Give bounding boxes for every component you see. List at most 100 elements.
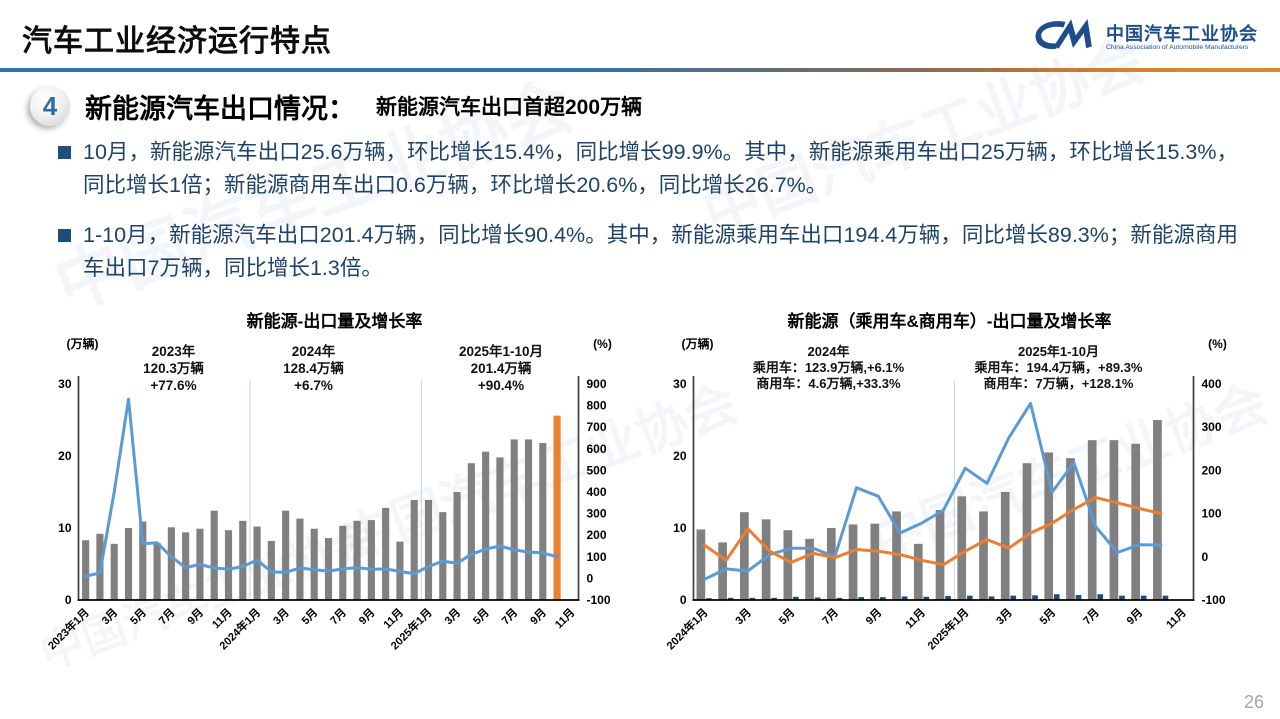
bullet-item: 10月，新能源汽车出口25.6万辆，环比增长15.4%，同比增长99.9%。其中… — [58, 136, 1238, 203]
svg-text:2023年1月: 2023年1月 — [45, 605, 92, 652]
charts-row: 新能源-出口量及增长率 0 10 20 30 -100 0 100 200 300 400 500 6… — [0, 301, 1280, 652]
org-logo: 中国汽车工业协会 China Association of Automobile… — [1034, 18, 1258, 59]
svg-text:500: 500 — [587, 464, 607, 478]
svg-text:0: 0 — [65, 593, 72, 607]
chart-canvas: 0 10 20 30 -100 0 100 200 300 400 2024年1月 3月 5月 7月 9月 1… — [663, 336, 1227, 652]
chart-nev-export: 新能源-出口量及增长率 0 10 20 30 -100 0 100 200 300 400 500 6… — [34, 307, 635, 652]
svg-text:3月: 3月 — [442, 606, 463, 627]
svg-text:+6.7%: +6.7% — [294, 378, 333, 393]
svg-text:200: 200 — [587, 528, 607, 542]
svg-text:2024年1月: 2024年1月 — [663, 605, 710, 652]
svg-text:30: 30 — [673, 377, 687, 391]
svg-text:120.3万辆: 120.3万辆 — [143, 360, 204, 376]
page-title: 汽车工业经济运行特点 — [22, 25, 332, 58]
svg-text:9月: 9月 — [863, 606, 884, 627]
section-heading: 4 新能源汽车出口情况： 新能源汽车出口首超200万辆 — [30, 86, 1280, 126]
logo-name-en: China Association of Automobile Manufact… — [1106, 44, 1249, 52]
section-title: 新能源汽车出口情况： — [85, 93, 355, 124]
svg-text:900: 900 — [587, 377, 607, 391]
svg-text:3月: 3月 — [994, 606, 1015, 627]
svg-text:+90.4%: +90.4% — [478, 378, 524, 393]
chart-canvas: 0 10 20 30 -100 0 100 200 300 400 500 600 700 800 900 2… — [45, 336, 612, 652]
svg-text:2025年1-10月: 2025年1-10月 — [459, 343, 543, 359]
svg-text:30: 30 — [58, 377, 72, 391]
cam-logo-mark-icon — [1034, 18, 1098, 59]
svg-text:2024年: 2024年 — [808, 344, 850, 359]
chart-title: 新能源（乘用车&商用车）-出口量及增长率 — [787, 312, 1112, 332]
svg-text:300: 300 — [1202, 420, 1222, 434]
svg-text:10: 10 — [673, 521, 687, 535]
svg-text:商用车：4.6万辆,+33.3%: 商用车：4.6万辆,+33.3% — [756, 376, 901, 391]
svg-text:(万辆): (万辆) — [682, 336, 714, 351]
svg-text:乘用车：194.4万辆，+89.3%: 乘用车：194.4万辆，+89.3% — [974, 360, 1143, 375]
svg-text:9月: 9月 — [356, 606, 377, 627]
svg-text:5月: 5月 — [128, 606, 149, 627]
bullet-text-2: 1-10月，新能源汽车出口201.4万辆，同比增长90.4%。其中，新能源乘用车… — [83, 222, 1238, 280]
section-subtitle: 新能源汽车出口首超200万辆 — [376, 96, 643, 119]
bullet-item: 1-10月，新能源汽车出口201.4万辆，同比增长90.4%。其中，新能源乘用车… — [58, 219, 1238, 286]
svg-text:-100: -100 — [587, 593, 611, 607]
svg-text:7月: 7月 — [156, 606, 177, 627]
svg-text:2023年: 2023年 — [152, 343, 196, 359]
svg-text:(%): (%) — [1208, 337, 1227, 351]
chart-pv-cv-export: 新能源（乘用车&商用车）-出口量及增长率 0 10 20 30 -100 0 100 200 3… — [649, 307, 1250, 652]
svg-text:400: 400 — [587, 485, 607, 499]
svg-text:2025年1-10月: 2025年1-10月 — [1018, 344, 1099, 359]
svg-text:800: 800 — [587, 399, 607, 413]
svg-text:2024年: 2024年 — [292, 343, 336, 359]
svg-text:7月: 7月 — [1080, 606, 1101, 627]
header: 汽车工业经济运行特点 中国汽车工业协会 China Association of… — [0, 0, 1280, 60]
svg-text:0: 0 — [1202, 550, 1209, 564]
svg-text:9月: 9月 — [185, 606, 206, 627]
svg-text:7月: 7月 — [499, 606, 520, 627]
svg-text:0: 0 — [587, 572, 594, 586]
svg-text:(万辆): (万辆) — [67, 336, 99, 351]
svg-text:600: 600 — [587, 442, 607, 456]
svg-text:300: 300 — [587, 507, 607, 521]
svg-text:11月: 11月 — [903, 606, 928, 631]
svg-text:(%): (%) — [593, 337, 612, 351]
logo-name-cn: 中国汽车工业协会 — [1106, 23, 1258, 44]
svg-text:11月: 11月 — [552, 606, 577, 631]
svg-text:7月: 7月 — [820, 606, 841, 627]
svg-text:100: 100 — [1202, 507, 1222, 521]
svg-text:200: 200 — [1202, 464, 1222, 478]
page-number: 26 — [1243, 692, 1264, 712]
svg-text:20: 20 — [673, 449, 687, 463]
svg-text:5月: 5月 — [776, 606, 797, 627]
svg-text:11月: 11月 — [1164, 606, 1189, 631]
svg-text:2025年1月: 2025年1月 — [924, 605, 971, 652]
svg-text:400: 400 — [1202, 377, 1222, 391]
svg-text:11月: 11月 — [381, 606, 406, 631]
bullet-marker-icon — [58, 146, 71, 159]
bullet-text-1: 10月，新能源汽车出口25.6万辆，环比增长15.4%，同比增长99.9%。其中… — [83, 140, 1238, 198]
svg-text:3月: 3月 — [733, 606, 754, 627]
svg-text:201.4万辆: 201.4万辆 — [471, 360, 532, 376]
chart-title: 新能源-出口量及增长率 — [246, 312, 423, 332]
section-number: 4 — [42, 90, 58, 121]
svg-text:-100: -100 — [1202, 593, 1226, 607]
svg-text:3月: 3月 — [270, 606, 291, 627]
svg-text:20: 20 — [58, 449, 72, 463]
svg-text:5月: 5月 — [299, 606, 320, 627]
bullet-marker-icon — [58, 228, 71, 242]
svg-text:11月: 11月 — [209, 606, 234, 631]
svg-text:3月: 3月 — [99, 606, 120, 627]
svg-text:700: 700 — [587, 420, 607, 434]
svg-text:9月: 9月 — [1124, 606, 1145, 627]
svg-text:7月: 7月 — [328, 606, 349, 627]
svg-text:5月: 5月 — [1037, 606, 1058, 627]
title-divider — [0, 68, 1280, 72]
svg-text:乘用车：123.9万辆,+6.1%: 乘用车：123.9万辆,+6.1% — [752, 360, 905, 375]
svg-text:0: 0 — [680, 593, 687, 607]
section-number-badge: 4 — [30, 86, 70, 126]
svg-text:10: 10 — [58, 521, 72, 535]
bullet-list: 10月，新能源汽车出口25.6万辆，环比增长15.4%，同比增长99.9%。其中… — [58, 136, 1238, 285]
svg-text:+77.6%: +77.6% — [150, 378, 196, 393]
svg-text:5月: 5月 — [470, 606, 491, 627]
svg-text:128.4万辆: 128.4万辆 — [283, 360, 344, 376]
svg-text:商用车：7万辆，+128.1%: 商用车：7万辆，+128.1% — [984, 376, 1134, 391]
svg-text:100: 100 — [587, 550, 607, 564]
svg-text:9月: 9月 — [528, 606, 549, 627]
